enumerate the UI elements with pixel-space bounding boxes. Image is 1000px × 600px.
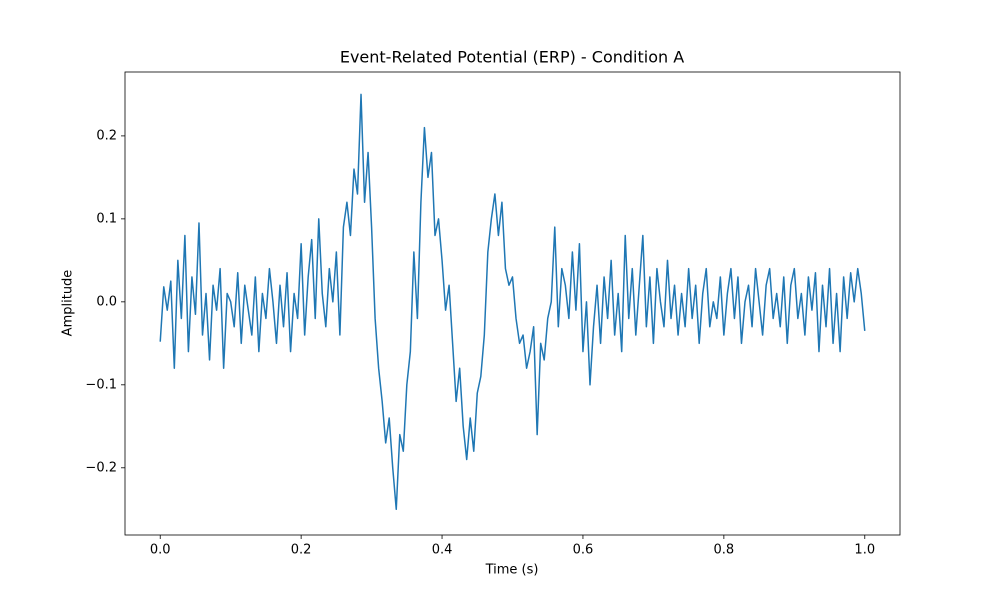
y-tick-label: 0.1 (96, 211, 117, 226)
chart-title: Event-Related Potential (ERP) - Conditio… (340, 48, 684, 67)
x-tick-label: 0.0 (150, 543, 171, 558)
plot-frame (124, 71, 901, 536)
y-axis-label: Amplitude (61, 270, 76, 337)
y-tick-label: −0.2 (85, 460, 117, 475)
x-tick-label: 1.0 (854, 543, 875, 558)
x-tick-label: 0.2 (291, 543, 312, 558)
x-tick-label: 0.8 (714, 543, 735, 558)
data-line (159, 93, 866, 511)
x-tick-label: 0.6 (573, 543, 594, 558)
x-axis-label: Time (s) (485, 563, 539, 578)
y-tick-label: −0.1 (85, 377, 117, 392)
y-tick-label: 0.0 (96, 294, 117, 309)
y-tick-label: 0.2 (96, 128, 117, 143)
x-tick-label: 0.4 (432, 543, 453, 558)
